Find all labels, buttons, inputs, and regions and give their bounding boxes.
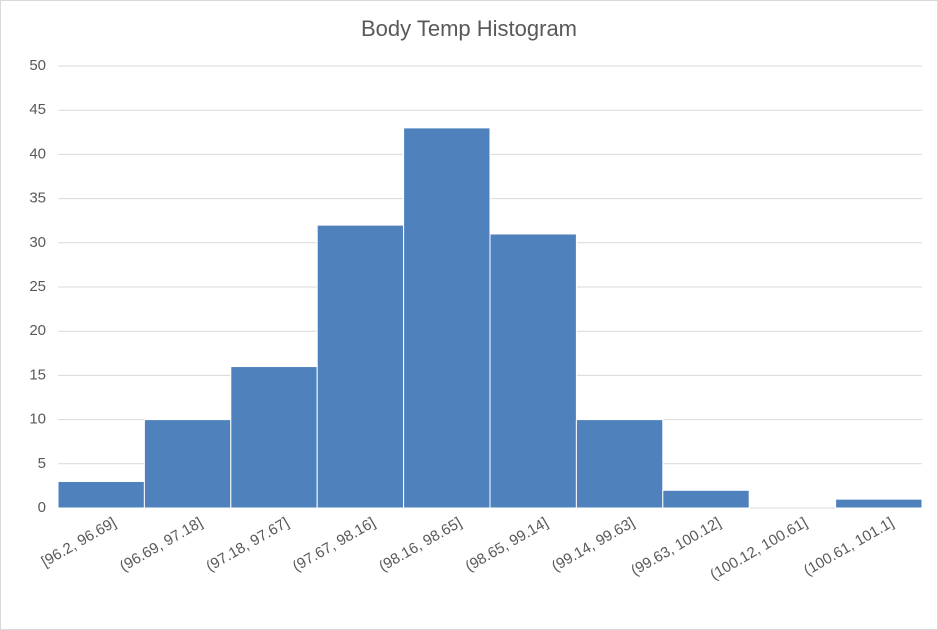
bar bbox=[835, 498, 923, 509]
y-tick-label: 40 bbox=[29, 145, 46, 162]
y-tick-label: 30 bbox=[29, 234, 46, 251]
y-tick-label: 25 bbox=[29, 278, 46, 295]
bar bbox=[143, 419, 232, 509]
bar bbox=[230, 366, 318, 509]
bar bbox=[489, 233, 577, 509]
bar bbox=[662, 489, 750, 509]
y-tick-label: 45 bbox=[29, 101, 46, 118]
y-tick-label: 50 bbox=[29, 57, 46, 74]
y-tick-label: 35 bbox=[29, 190, 46, 207]
bar bbox=[575, 419, 664, 509]
bar bbox=[403, 127, 491, 509]
y-tick-label: 5 bbox=[38, 455, 46, 472]
bar bbox=[316, 224, 405, 509]
bar bbox=[57, 480, 145, 509]
y-tick-label: 20 bbox=[29, 322, 46, 339]
chart-title: Body Temp Histogram bbox=[361, 16, 577, 41]
y-tick-label: 0 bbox=[38, 499, 46, 516]
y-tick-label: 10 bbox=[29, 411, 46, 428]
y-tick-label: 15 bbox=[29, 366, 46, 383]
